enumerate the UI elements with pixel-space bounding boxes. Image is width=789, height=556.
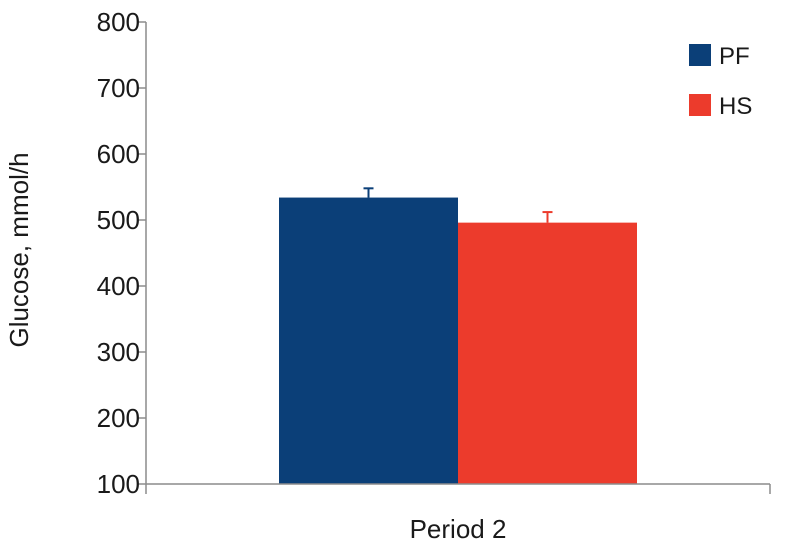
plot-area [279, 187, 637, 484]
x-category-label: Period 2 [410, 514, 507, 544]
legend-label-hs: HS [719, 93, 752, 120]
legend-swatch-pf [689, 44, 711, 66]
bar-hs [458, 222, 637, 484]
y-tick-label: 400 [97, 271, 140, 301]
y-axis-title: Glucose, mmol/h [4, 152, 34, 347]
legend: PF HS [689, 43, 752, 120]
y-tick-label: 500 [97, 205, 140, 235]
y-tick-label: 600 [97, 139, 140, 169]
y-tick-label: 300 [97, 337, 140, 367]
y-axis: 100 200 300 400 500 600 700 800 [97, 7, 147, 499]
y-tick-label: 700 [97, 73, 140, 103]
legend-swatch-hs [689, 94, 711, 116]
y-tick-label: 800 [97, 7, 140, 37]
x-axis: Period 2 [145, 483, 771, 544]
y-tick-label: 100 [97, 469, 140, 499]
bar-pf [279, 197, 458, 484]
y-tick-label: 200 [97, 403, 140, 433]
legend-label-pf: PF [719, 43, 750, 70]
